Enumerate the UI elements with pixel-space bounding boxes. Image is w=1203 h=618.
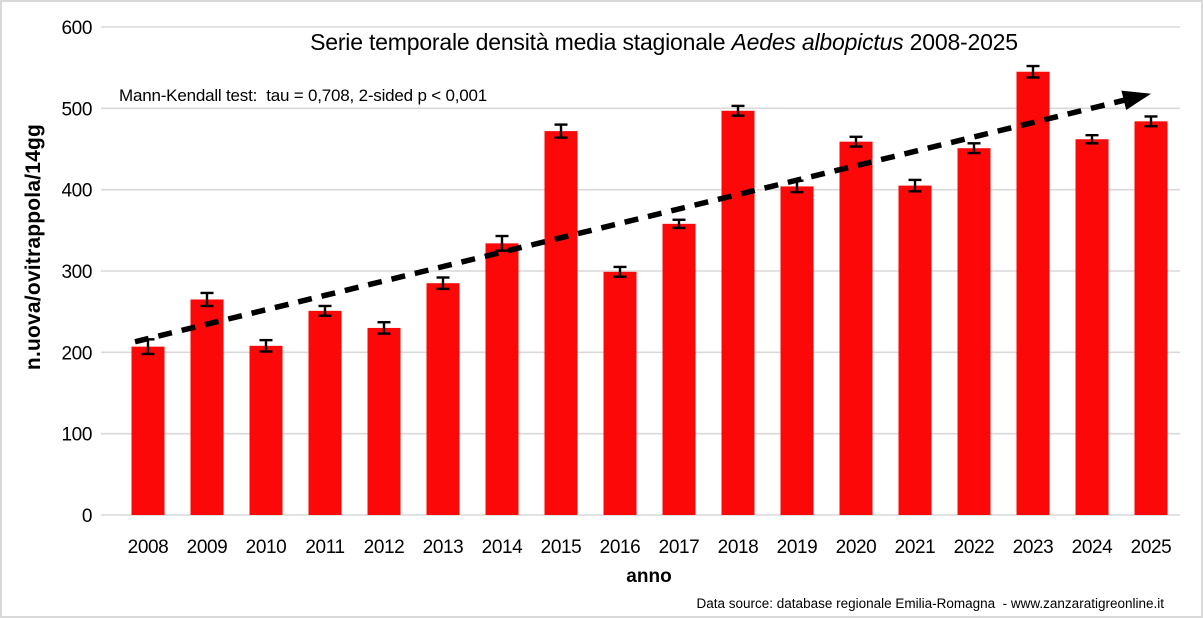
chart-title-species: Aedes albopictus: [731, 29, 904, 55]
bar-2024: [1075, 139, 1109, 516]
x-tick-label: 2021: [895, 537, 936, 558]
x-tick-label: 2009: [187, 537, 228, 558]
x-tick-label: 2008: [128, 537, 169, 558]
bar-2021: [898, 185, 932, 515]
x-tick-label: 2020: [836, 537, 877, 558]
x-tick-label: 2019: [777, 537, 818, 558]
y-tick-label: 100: [61, 425, 92, 446]
bar-2017: [662, 223, 696, 515]
bar-2008: [131, 346, 165, 515]
bar-2019: [780, 186, 814, 515]
x-tick-label: 2024: [1072, 537, 1114, 558]
data-source-note: Data source: database regionale Emilia-R…: [696, 596, 1165, 611]
y-tick-label: 400: [61, 181, 92, 202]
y-tick-label: 300: [61, 262, 92, 283]
bar-2023: [1016, 71, 1050, 515]
x-tick-label: 2018: [718, 537, 759, 558]
bar-2013: [426, 283, 460, 515]
x-tick-label: 2013: [423, 537, 464, 558]
y-axis-title: n.uova/ovitrappola/14gg: [22, 123, 45, 371]
x-tick-label: 2012: [364, 537, 405, 558]
chart-title: Serie temporale densità media stagionale…: [135, 29, 1193, 56]
x-tick-label: 2010: [246, 537, 287, 558]
chart-title-suffix: 2008-2025: [903, 29, 1018, 55]
trend-arrowhead: [1121, 90, 1151, 111]
x-tick-label: 2014: [482, 537, 524, 558]
bar-2012: [367, 327, 401, 515]
bar-2018: [721, 110, 755, 516]
x-tick-label: 2022: [954, 537, 995, 558]
x-tick-label: 2017: [659, 537, 700, 558]
y-tick-label: 0: [82, 506, 92, 527]
bar-2011: [308, 310, 342, 515]
chart-title-prefix: Serie temporale densità media stagionale: [310, 29, 732, 55]
y-tick-label: 200: [61, 343, 92, 364]
x-tick-label: 2015: [541, 537, 582, 558]
trend-line: [134, 95, 1133, 345]
x-axis-title: anno: [626, 566, 672, 587]
bar-2016: [603, 271, 637, 515]
bar-2020: [839, 141, 873, 515]
bar-2015: [544, 131, 578, 515]
x-tick-label: 2025: [1131, 537, 1172, 558]
x-tick-label: 2016: [600, 537, 641, 558]
y-tick-label: 500: [61, 99, 92, 120]
x-tick-label: 2023: [1013, 537, 1054, 558]
bar-2010: [249, 345, 283, 515]
mann-kendall-annotation: Mann-Kendall test: tau = 0,708, 2-sided …: [119, 86, 488, 105]
bar-2014: [485, 243, 519, 515]
bar-2009: [190, 299, 224, 515]
bar-2025: [1134, 121, 1168, 515]
y-tick-label: 600: [61, 18, 92, 39]
bar-2022: [957, 148, 991, 516]
x-tick-label: 2011: [305, 537, 344, 558]
